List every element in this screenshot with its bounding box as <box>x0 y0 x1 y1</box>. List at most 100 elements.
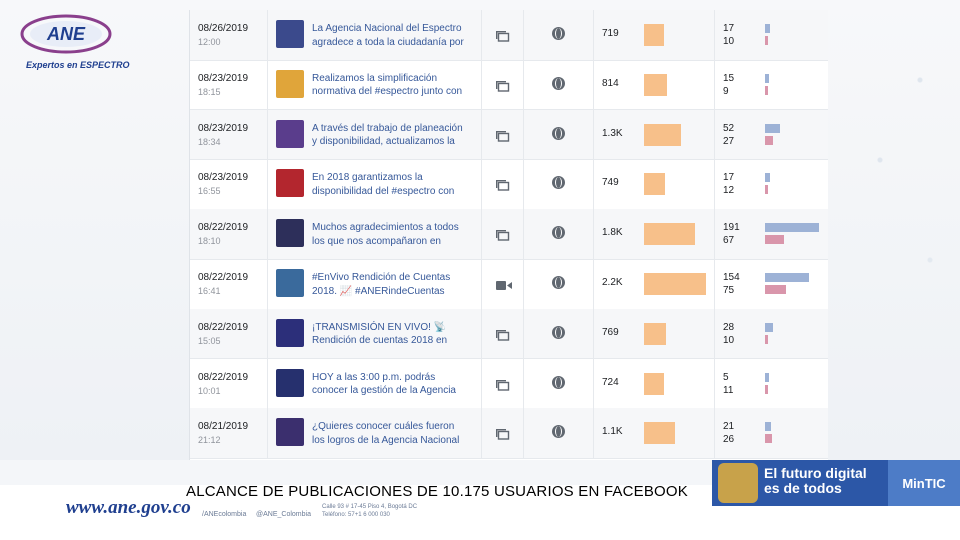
photo-post-icon <box>496 80 510 92</box>
engagement-cell: 154 75 <box>715 259 828 309</box>
table-row[interactable]: 08/22/2019 10:01 HOY a las 3:00 p.m. podrá… <box>190 358 828 410</box>
post-thumbnail[interactable] <box>276 69 304 98</box>
post-text-line-1[interactable]: Muchos agradecimientos a todos <box>312 222 459 234</box>
post-text-line-2[interactable]: 2018. 📈 #ANERindeCuentas <box>312 285 445 297</box>
post-text-line-1[interactable]: La Agencia Nacional del Espectro <box>312 23 462 34</box>
post-text-line-2[interactable]: normativa del #espectro junto con <box>312 86 463 98</box>
ane-tagline: Expertos en ESPECTRO <box>26 60 130 70</box>
reactions-bar <box>765 36 768 45</box>
post-link[interactable]: En 2018 garantizamos la disponibilidad de… <box>312 171 478 198</box>
reactions-value: 10 <box>723 36 735 47</box>
reactions-bar <box>765 85 768 95</box>
table-row[interactable]: 08/26/2019 12:00 La Agencia Nacional del E… <box>190 10 828 61</box>
post-text-line-1[interactable]: ¡TRANSMISIÓN EN VIVO! 📡 <box>312 321 447 333</box>
post-text-line-2[interactable]: y disponibilidad, actualizamos la <box>312 136 455 148</box>
date-cell: 08/22/2019 10:01 <box>190 358 268 409</box>
engagement-cell: 191 67 <box>715 209 828 259</box>
clicks-value: 17 <box>723 23 735 34</box>
post-cell[interactable]: La Agencia Nacional del Espectro agradece… <box>268 10 482 60</box>
reach-cell: 1.1K <box>594 408 715 458</box>
targeting-cell <box>524 358 594 409</box>
photo-post-icon <box>496 130 510 142</box>
post-date: 08/23/2019 <box>198 72 249 84</box>
photo-post-icon <box>496 31 510 42</box>
table-row[interactable]: 08/23/2019 18:15 Realizamos la simplificac… <box>190 59 828 111</box>
photo-post-icon <box>496 379 510 391</box>
reactions-value: 75 <box>723 285 735 296</box>
post-cell[interactable]: ¿Quieres conocer cuáles fueron los logros… <box>268 408 482 458</box>
post-text-line-2[interactable]: Rendición de cuentas 2018 en <box>312 335 448 347</box>
table-row[interactable]: 08/22/2019 18:10 Muchos agradecimientos a … <box>190 209 828 260</box>
table-row[interactable]: 08/22/2019 15:05 ¡TRANSMISIÓN EN VIVO! 📡 Re… <box>190 308 828 360</box>
colombia-shield-icon <box>718 463 758 503</box>
post-text-line-1[interactable]: HOY a las 3:00 p.m. podrás <box>312 371 436 383</box>
facebook-posts-table: 08/26/2019 12:00 La Agencia Nacional del E… <box>189 10 828 460</box>
post-cell[interactable]: Muchos agradecimientos a todos los que no… <box>268 209 482 259</box>
post-text-line-1[interactable]: #EnVivo Rendición de Cuentas <box>312 272 451 283</box>
post-link[interactable]: La Agencia Nacional del Espectro agradece… <box>312 22 478 49</box>
post-text-line-1[interactable]: En 2018 garantizamos la <box>312 172 423 184</box>
post-cell[interactable]: En 2018 garantizamos la disponibilidad de… <box>268 159 482 209</box>
post-thumbnail[interactable] <box>276 418 304 447</box>
post-time: 21:12 <box>198 435 221 446</box>
mintic-brand: MinTIC <box>888 460 960 506</box>
post-link[interactable]: Realizamos la simplificación normativa de… <box>312 72 478 99</box>
post-link[interactable]: ¿Quieres conocer cuáles fueron los logros… <box>312 420 478 447</box>
reach-cell: 749 <box>594 159 715 209</box>
post-thumbnail[interactable] <box>276 119 304 148</box>
post-thumbnail[interactable] <box>276 219 304 248</box>
engagement-cell: 28 10 <box>715 309 828 359</box>
post-text-line-1[interactable]: Realizamos la simplificación <box>312 72 438 84</box>
post-thumbnail[interactable] <box>276 368 304 397</box>
post-thumbnail[interactable] <box>276 318 304 347</box>
post-thumbnail[interactable] <box>276 269 304 297</box>
reach-value: 1.3K <box>602 127 623 139</box>
post-time: 18:34 <box>198 136 221 147</box>
post-cell[interactable]: HOY a las 3:00 p.m. podrás conocer la ges… <box>268 358 482 409</box>
engagement-cell: 17 12 <box>715 159 828 209</box>
post-text-line-2[interactable]: los logros de la Agencia Nacional <box>312 434 460 446</box>
type-cell <box>482 109 524 160</box>
date-cell: 08/22/2019 18:10 <box>190 209 268 259</box>
reactions-bar <box>765 135 773 145</box>
post-thumbnail[interactable] <box>276 169 304 198</box>
post-cell[interactable]: ¡TRANSMISIÓN EN VIVO! 📡 Rendición de cuen… <box>268 308 482 359</box>
twitter-handle[interactable]: @ANE_Colombia <box>256 511 311 518</box>
post-type-icon <box>496 178 510 196</box>
table-row[interactable]: 08/23/2019 18:34 A través del trabajo de p… <box>190 109 828 161</box>
website-link[interactable]: www.ane.gov.co <box>66 497 191 518</box>
table-row[interactable]: 08/22/2019 16:41 #EnVivo Rendición de Cuen… <box>190 259 828 310</box>
type-cell <box>482 358 524 409</box>
post-link[interactable]: ¡TRANSMISIÓN EN VIVO! 📡 Rendición de cuen… <box>312 321 478 348</box>
post-text-line-2[interactable]: conocer la gestión de la Agencia <box>312 385 456 397</box>
post-link[interactable]: #EnVivo Rendición de Cuentas 2018. 📈 #ANE… <box>312 271 478 298</box>
post-link[interactable]: A través del trabajo de planeación y disp… <box>312 122 478 149</box>
post-time: 18:15 <box>198 86 221 97</box>
clicks-value: 28 <box>723 321 735 333</box>
post-date: 08/21/2019 <box>198 421 249 433</box>
post-type-icon <box>496 427 510 445</box>
post-text-line-1[interactable]: A través del trabajo de planeación <box>312 122 463 134</box>
globe-icon <box>552 375 565 389</box>
targeting-cell <box>524 308 594 359</box>
post-type-icon <box>496 79 510 97</box>
post-cell[interactable]: Realizamos la simplificación normativa de… <box>268 59 482 110</box>
facebook-handle[interactable]: /ANEcolombia <box>202 511 247 518</box>
clicks-bar <box>765 422 771 432</box>
post-type-icon <box>496 29 510 47</box>
reach-cell: 1.3K <box>594 109 715 160</box>
post-text-line-2[interactable]: los que nos acompañaron en <box>312 235 441 247</box>
table-row[interactable]: 08/21/2019 21:12 ¿Quieres conocer cuáles f… <box>190 408 828 459</box>
post-link[interactable]: HOY a las 3:00 p.m. podrás conocer la ges… <box>312 371 478 398</box>
post-text-line-1[interactable]: ¿Quieres conocer cuáles fueron <box>312 421 455 433</box>
targeting-cell <box>524 209 594 259</box>
post-thumbnail[interactable] <box>276 20 304 48</box>
post-link[interactable]: Muchos agradecimientos a todos los que no… <box>312 221 478 248</box>
photo-post-icon <box>496 230 510 241</box>
table-row[interactable]: 08/23/2019 16:55 En 2018 garantizamos la di… <box>190 159 828 210</box>
post-cell[interactable]: A través del trabajo de planeación y disp… <box>268 109 482 160</box>
post-cell[interactable]: #EnVivo Rendición de Cuentas 2018. 📈 #ANE… <box>268 259 482 309</box>
post-text-line-2[interactable]: disponibilidad del #espectro con <box>312 185 455 197</box>
post-text-line-2[interactable]: agradece a toda la ciudadanía por <box>312 36 464 48</box>
post-time: 18:10 <box>198 236 221 247</box>
